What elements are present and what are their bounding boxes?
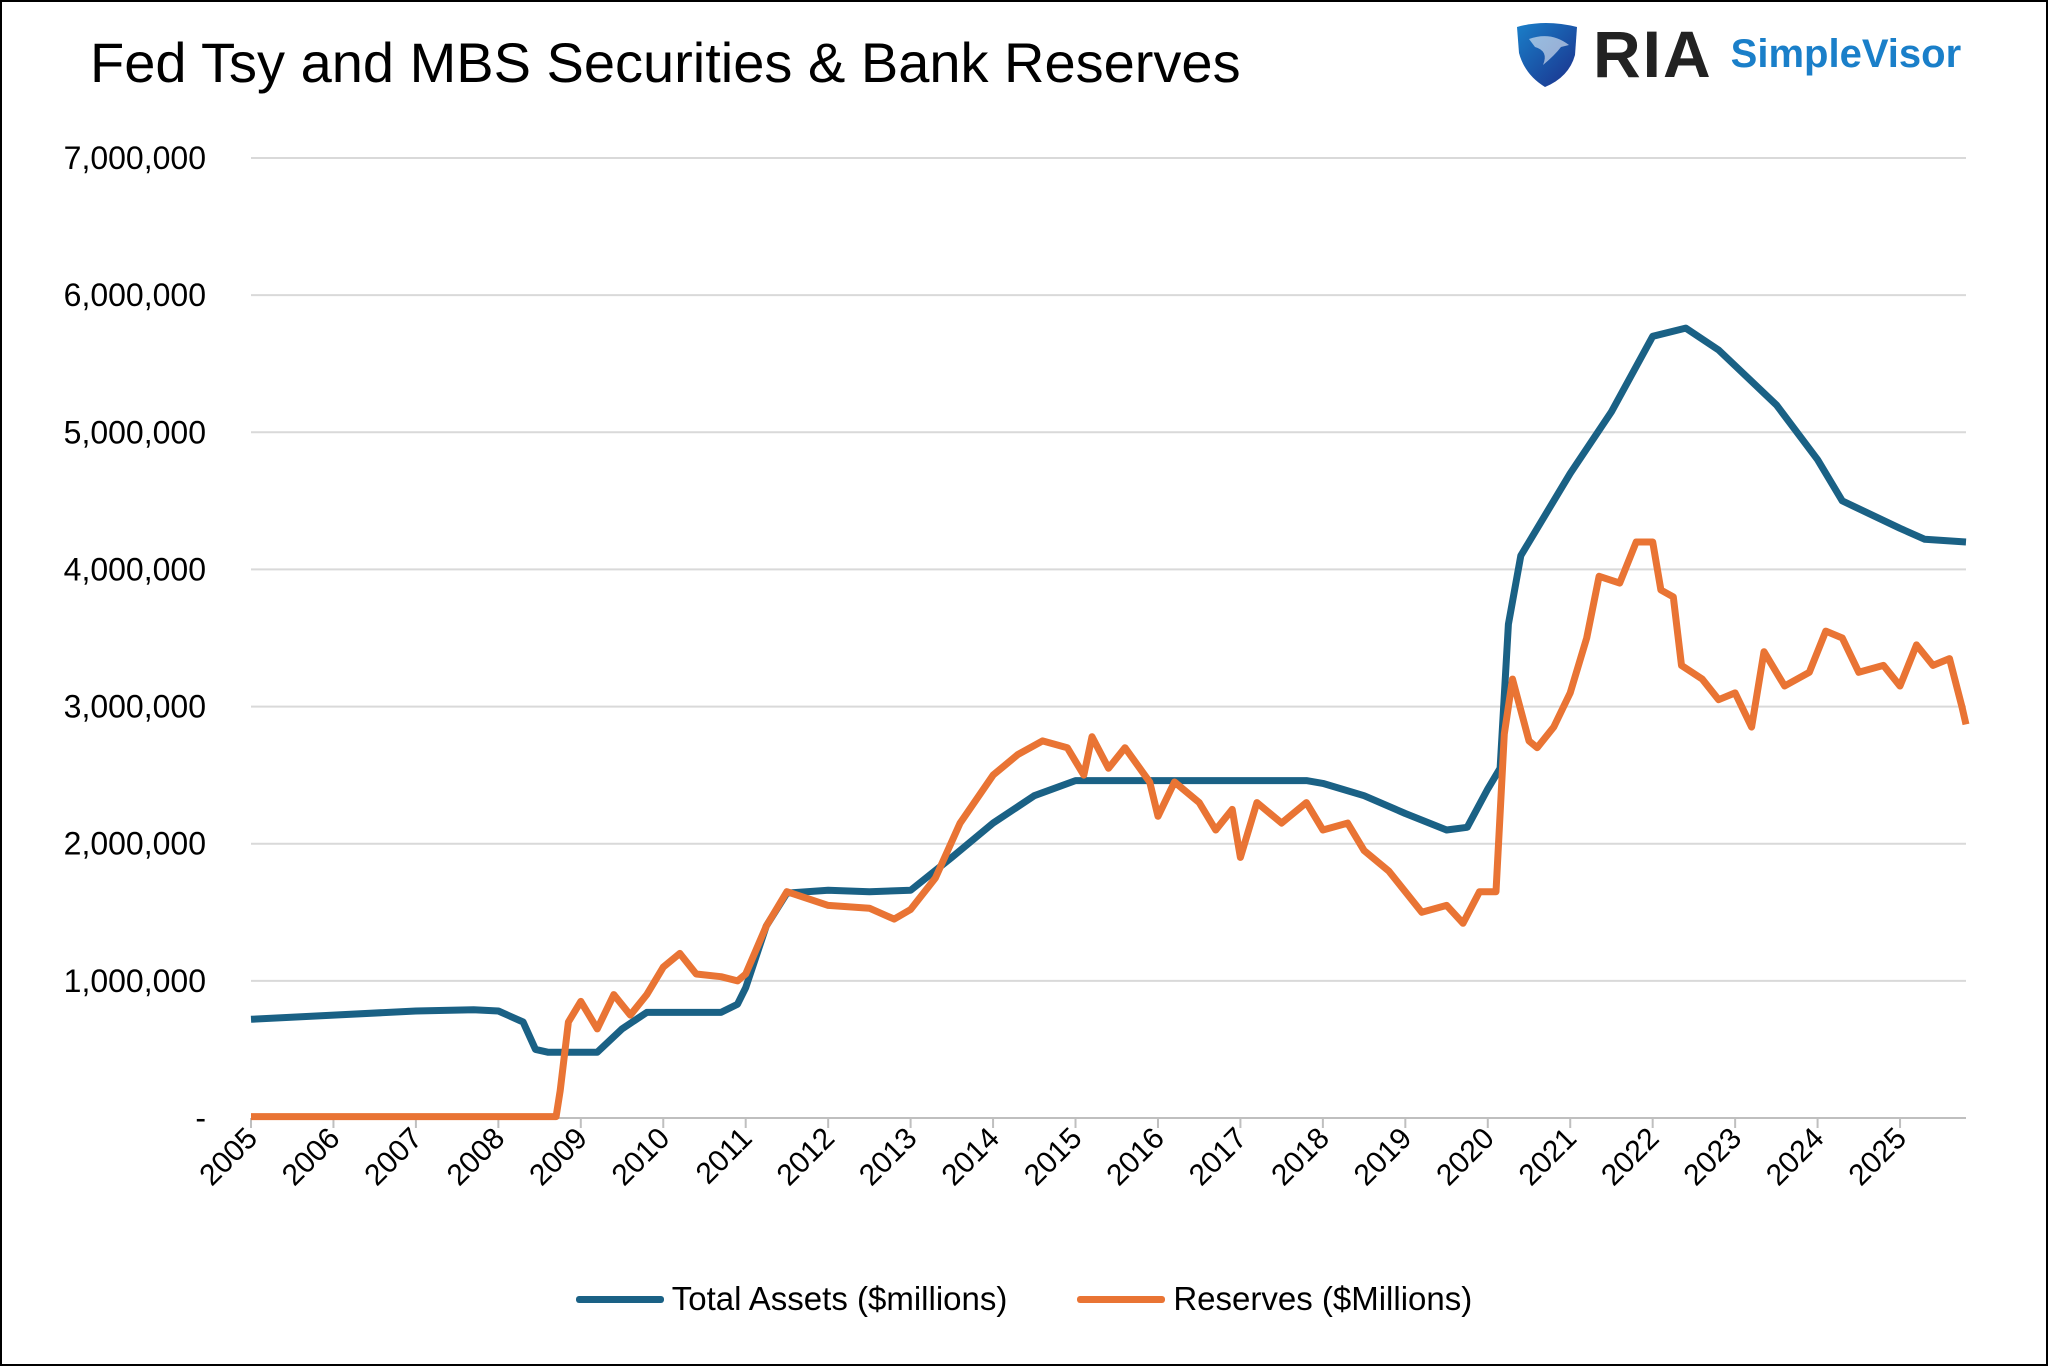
x-tick-label: 2018 xyxy=(1265,1122,1336,1193)
x-tick-label: 2013 xyxy=(853,1122,924,1193)
legend: Total Assets ($millions) Reserves ($Mill… xyxy=(0,1280,2048,1318)
legend-label-total-assets: Total Assets ($millions) xyxy=(671,1280,1008,1317)
y-tick-label: 6,000,000 xyxy=(64,277,206,313)
x-tick-label: 2024 xyxy=(1760,1122,1831,1193)
x-tick-label: 2017 xyxy=(1183,1122,1254,1193)
x-tick-label: 2023 xyxy=(1678,1122,1749,1193)
y-tick-label: 5,000,000 xyxy=(64,414,206,450)
x-tick-label: 2022 xyxy=(1595,1122,1666,1193)
eagle-shield-icon xyxy=(1517,23,1577,87)
y-tick-label: 4,000,000 xyxy=(64,551,206,587)
y-tick-label: 7,000,000 xyxy=(64,140,206,176)
legend-label-reserves: Reserves ($Millions) xyxy=(1173,1280,1473,1317)
legend-swatch-total-assets xyxy=(575,1295,664,1303)
x-tick-label: 2021 xyxy=(1513,1122,1584,1193)
x-tick-label: 2025 xyxy=(1842,1122,1913,1193)
x-tick-label: 2014 xyxy=(935,1122,1006,1193)
x-tick-label: 2010 xyxy=(606,1122,677,1193)
chart-title: Fed Tsy and MBS Securities & Bank Reserv… xyxy=(90,31,1241,94)
x-tick-label: 2019 xyxy=(1348,1122,1419,1193)
ria-simplevisor-logo: RIA SimpleVisor xyxy=(1515,16,1961,92)
x-tick-label: 2020 xyxy=(1430,1122,1501,1193)
reserves-line xyxy=(251,538,1970,1121)
y-tick-label: 1,000,000 xyxy=(64,963,206,999)
legend-swatch-reserves xyxy=(1077,1295,1166,1303)
x-tick-label: 2006 xyxy=(276,1122,347,1193)
logo-ria-text: RIA xyxy=(1593,17,1713,91)
legend-item-total-assets: Total Assets ($millions) xyxy=(575,1280,1008,1318)
x-tick-label: 2008 xyxy=(441,1122,512,1193)
logo-simplevisor-text: SimpleVisor xyxy=(1730,31,1962,76)
legend-item-reserves: Reserves ($Millions) xyxy=(1077,1280,1472,1318)
x-tick-label: 2016 xyxy=(1100,1122,1171,1193)
x-tick-label: 2012 xyxy=(771,1122,842,1193)
x-tick-label: 2015 xyxy=(1018,1122,1089,1193)
x-tick-label: 2007 xyxy=(358,1122,429,1193)
x-tick-label: 2009 xyxy=(523,1122,594,1193)
x-tick-label: 2011 xyxy=(690,1122,759,1191)
y-tick-label: - xyxy=(195,1100,206,1136)
y-tick-label: 2,000,000 xyxy=(64,826,206,862)
y-tick-label: 3,000,000 xyxy=(64,689,206,725)
total-assets-line xyxy=(250,324,1967,1056)
